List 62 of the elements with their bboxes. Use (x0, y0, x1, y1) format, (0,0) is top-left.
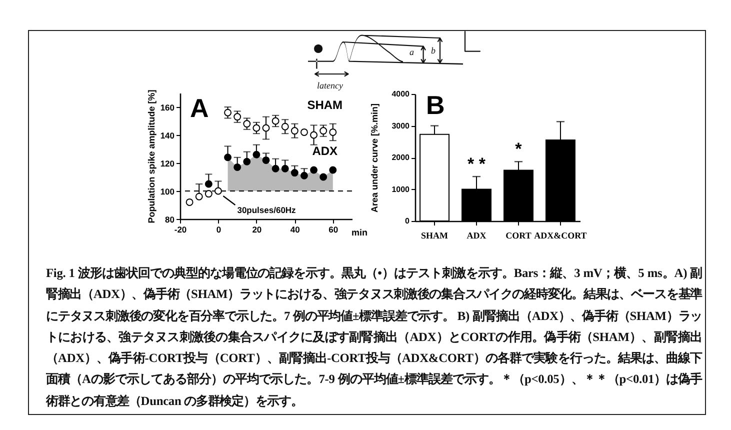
y-tick-label: 1000 (392, 184, 410, 194)
point (224, 108, 232, 116)
x-tick-label: 0 (216, 224, 222, 234)
point (214, 187, 222, 195)
point (272, 117, 280, 125)
point (320, 173, 328, 181)
point (186, 198, 194, 206)
point (272, 164, 280, 172)
x-tick-label: ADX&CORT (534, 230, 587, 240)
point (234, 163, 242, 171)
point (243, 158, 251, 166)
y-tick-label: 100 (160, 186, 175, 196)
point (224, 154, 232, 162)
y-tick-label: 2000 (392, 153, 410, 162)
point (195, 192, 203, 200)
y-tick-label: 140 (160, 130, 175, 140)
x-axis-title: min (352, 228, 368, 238)
point (300, 172, 308, 180)
text: latency (317, 80, 343, 90)
y-tick-label: 0 (405, 216, 410, 226)
y-axis-title: Area under curve [%.min] (370, 103, 380, 213)
point (252, 150, 260, 158)
chart-title: B (426, 90, 445, 120)
y-axis-title: Population spike amplitude [%] (146, 90, 156, 224)
text: b (431, 45, 436, 56)
y-tick-label: 160 (160, 102, 175, 112)
x-tick-label: 60 (328, 224, 338, 234)
point (320, 127, 328, 135)
x-tick-label: 20 (252, 224, 262, 234)
annotation: * * (468, 154, 486, 174)
point (204, 180, 212, 188)
text: a (409, 47, 414, 58)
y-tick-label: 3000 (392, 121, 410, 130)
y-tick-label: 4000 (392, 90, 410, 98)
annotation: 30pulses/60Hz (237, 205, 296, 215)
x-tick-label: 40 (290, 224, 300, 234)
point (243, 120, 251, 128)
x-tick-label: -20 (174, 224, 187, 234)
point (329, 166, 337, 174)
series-label: SHAM (307, 98, 343, 112)
y-tick-label: 80 (165, 214, 175, 224)
point (329, 128, 337, 136)
point (204, 190, 212, 198)
caption: Fig. 1 波形は歯状回での典型的な場電位の記録を示す。黒丸（•）はテスト刺激を示す。Bars：縦、3 mV；横、5 ms。A) 副腎摘出（ADX）、偽手術（SHAM）ラットにおける、強テタヌス刺激後の集合スパイクの経時変化。結果は、ベースを基準にテタヌス刺激後の変化を百分率で示した。7 例の平均値±標準誤差で示す。 B) 副腎摘出（ADX）、偽手術（SHAM）ラットにおける、強テタヌス刺激後の集合スパイクに及ぼす副腎摘出（ADX）とCORTの作用。偽手術（SHAM）、副腎摘出（ADX）、偽手術-CORT投与（CORT）、副腎摘出-CORT投与（ADX&CORT）の各群で実験を行った。結果は、曲線下面積（Aの影で示してある部分）の平均で示した。7-9 例の平均値±標準誤差で示す。＊（p<0.05）、＊＊（p<0.01）は偽手術群との有意差（Duncan の多群検定）を示す。 (46, 265, 702, 410)
point (300, 128, 308, 136)
x-tick-label: CORT (506, 230, 532, 240)
x-tick-label: SHAM (421, 230, 449, 240)
point (234, 113, 242, 121)
point (290, 169, 298, 177)
x-tick-label: ADX (466, 230, 487, 240)
y-tick-label: 120 (160, 158, 175, 168)
point (262, 156, 270, 164)
point (252, 124, 260, 132)
point (262, 124, 270, 132)
point (281, 122, 289, 130)
point (290, 127, 298, 135)
point (310, 166, 318, 174)
point (310, 131, 318, 139)
point (281, 164, 289, 172)
chart-title: A (190, 93, 209, 124)
series-label: ADX (312, 144, 338, 158)
annotation: * (515, 140, 522, 159)
